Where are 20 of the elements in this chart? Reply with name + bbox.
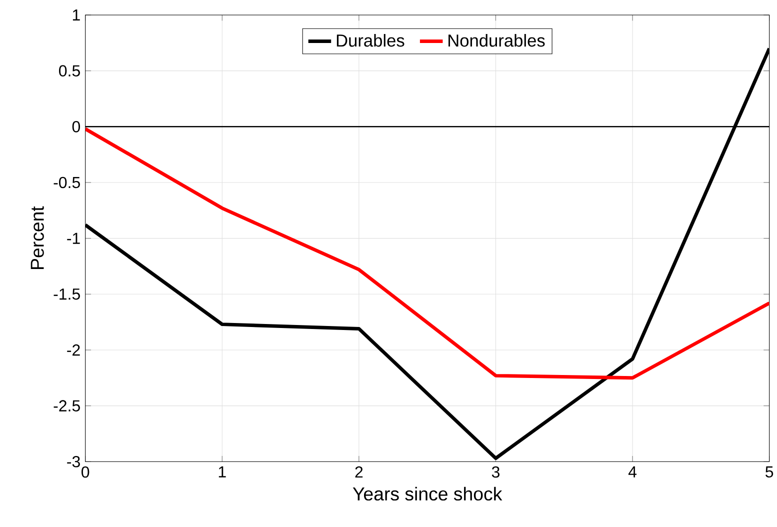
y-tick-label: 0.5 xyxy=(59,65,80,76)
legend-label: Nondurables xyxy=(448,34,545,47)
x-tick-label: 3 xyxy=(492,466,500,478)
x-tick-label: 2 xyxy=(355,466,363,478)
x-tick-label: 0 xyxy=(82,466,90,478)
y-tick-label: -2 xyxy=(67,344,80,356)
x-axis-title: Years since shock xyxy=(352,486,502,501)
line-series xyxy=(85,127,770,380)
y-tick-label: -1.5 xyxy=(54,288,80,300)
y-axis-title: Percent xyxy=(30,206,44,269)
x-tick-label: 5 xyxy=(766,466,774,478)
y-tick-label: 1 xyxy=(72,10,80,20)
y-tick-label: -0.5 xyxy=(54,176,80,188)
y-tick-label: 0 xyxy=(72,121,80,132)
x-tick-label: 1 xyxy=(218,466,226,478)
y-tick-label: -1 xyxy=(67,232,80,244)
x-tick-label: 4 xyxy=(628,466,637,478)
legend-label: Durables xyxy=(336,34,404,47)
y-tick-label: -2.5 xyxy=(54,400,80,412)
y-tick-label: -3 xyxy=(67,456,80,468)
